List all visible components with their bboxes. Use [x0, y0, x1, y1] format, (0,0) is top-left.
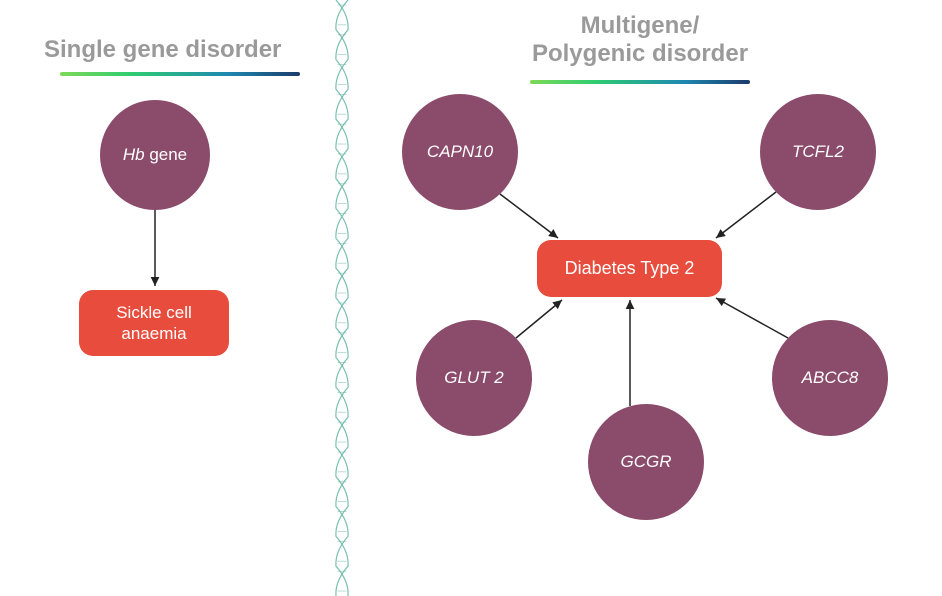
diabetes-label: Diabetes Type 2 — [565, 257, 695, 280]
arrows-to-diabetes — [0, 0, 942, 596]
gene-node-tcfl2: TCFL2 — [760, 94, 876, 210]
gene-node-abcc8: ABCC8 — [772, 320, 888, 436]
disease-box-diabetes: Diabetes Type 2 — [537, 240, 722, 297]
gene-node-glut2: GLUT 2 — [416, 320, 532, 436]
gene-node-gcgr: GCGR — [588, 404, 704, 520]
gene-node-capn10: CAPN10 — [402, 94, 518, 210]
